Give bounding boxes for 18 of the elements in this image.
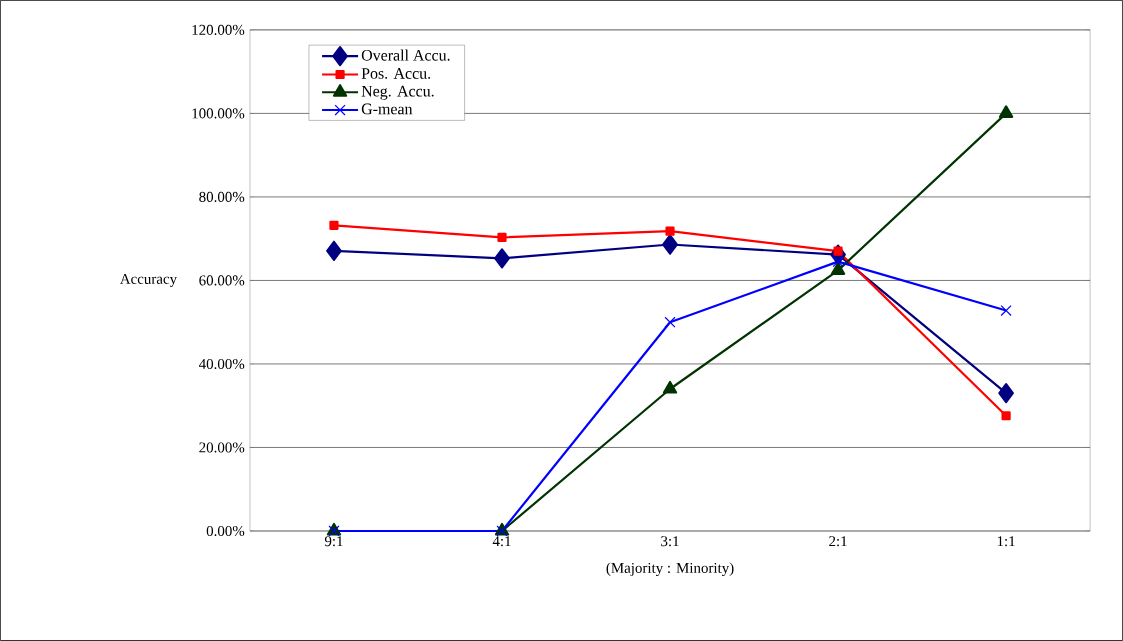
x-tick-label: 4:1	[492, 536, 511, 547]
y-tick-label: 20.00%	[199, 442, 245, 453]
y-tick-label: 80.00%	[199, 191, 245, 203]
legend-label: Pos. Accu.	[361, 68, 431, 79]
y-tick-label: 120.00%	[192, 24, 245, 36]
legend-label: Neg. Accu.	[361, 85, 434, 100]
legend-label: Overall Accu.	[361, 49, 450, 61]
y-tick-label: 40.00%	[198, 358, 245, 370]
x-tick-label: 1:1	[997, 536, 1015, 547]
x-tick-label: 9:1	[324, 536, 343, 547]
y-axis-title: Accuracy	[119, 273, 177, 288]
y-tick-label: 0.00%	[206, 525, 245, 537]
x-tick-label: 3:1	[661, 536, 679, 547]
y-tick-label: 100.00%	[192, 108, 245, 119]
y-tick-label: 60.00%	[199, 275, 245, 286]
legend-label: G-mean	[361, 103, 413, 115]
x-axis-title: (Majority : Minority)	[606, 562, 734, 577]
x-tick-label: 2:1	[829, 536, 847, 547]
